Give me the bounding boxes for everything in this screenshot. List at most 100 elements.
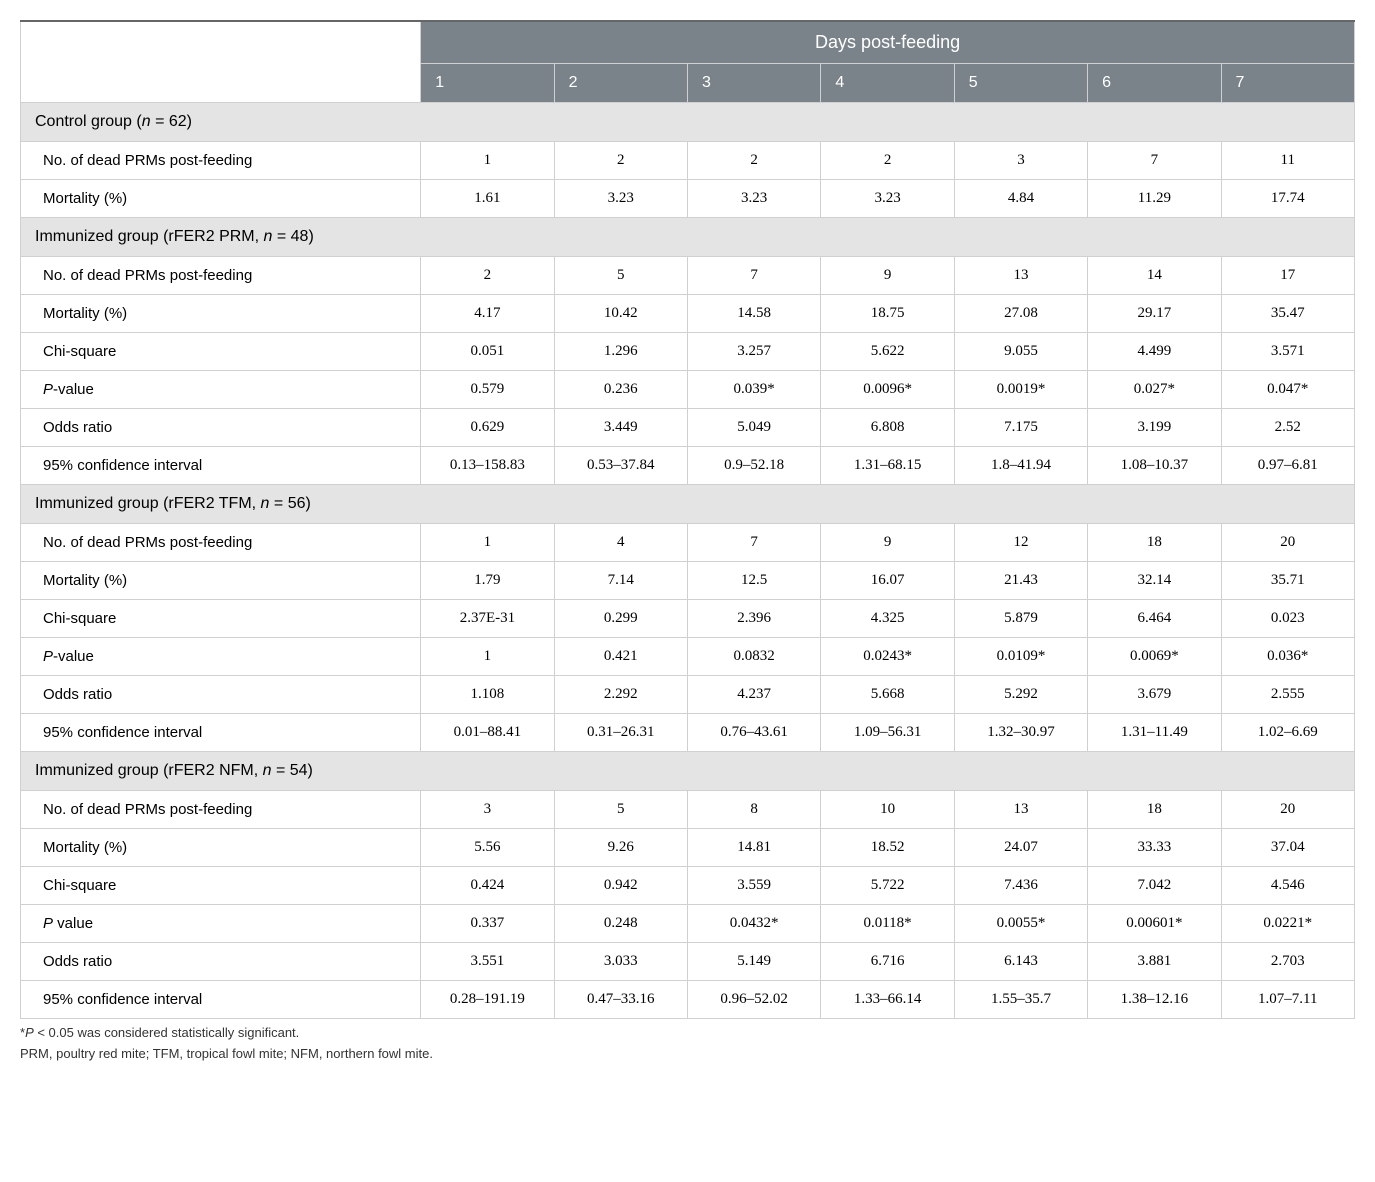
footnote-line: *P < 0.05 was considered statistically s… [20,1023,1355,1044]
data-cell: 14.58 [687,295,820,333]
data-cell: 14.81 [687,829,820,867]
row-label: Mortality (%) [21,295,421,333]
data-cell: 0.97–6.81 [1221,447,1354,485]
data-cell: 12.5 [687,562,820,600]
data-cell: 3.23 [821,180,954,218]
table-row: No. of dead PRMs post-feeding12223711 [21,142,1355,180]
data-cell: 11.29 [1088,180,1221,218]
data-cell: 1.55–35.7 [954,981,1087,1019]
data-cell: 0.0432* [687,905,820,943]
data-cell: 5.879 [954,600,1087,638]
data-cell: 20 [1221,524,1354,562]
data-cell: 2.292 [554,676,687,714]
row-label: P-value [21,371,421,409]
data-cell: 1.108 [421,676,554,714]
footnotes: *P < 0.05 was considered statistically s… [20,1023,1355,1065]
data-cell: 0.01–88.41 [421,714,554,752]
row-label: 95% confidence interval [21,447,421,485]
data-cell: 1.38–12.16 [1088,981,1221,1019]
data-cell: 2 [687,142,820,180]
row-label: Mortality (%) [21,562,421,600]
table-row: Chi-square2.37E-310.2992.3964.3255.8796.… [21,600,1355,638]
group-header-row: Immunized group (rFER2 TFM, n = 56) [21,485,1355,524]
data-cell: 1.31–11.49 [1088,714,1221,752]
data-cell: 0.0069* [1088,638,1221,676]
row-label: No. of dead PRMs post-feeding [21,257,421,295]
table-row: P-value0.5790.2360.039*0.0096*0.0019*0.0… [21,371,1355,409]
data-cell: 13 [954,791,1087,829]
data-cell: 17 [1221,257,1354,295]
data-cell: 0.248 [554,905,687,943]
data-cell: 7 [687,257,820,295]
data-cell: 0.13–158.83 [421,447,554,485]
table-row: Odds ratio1.1082.2924.2375.6685.2923.679… [21,676,1355,714]
table-body: Control group (n = 62)No. of dead PRMs p… [21,103,1355,1019]
data-cell: 0.31–26.31 [554,714,687,752]
data-cell: 0.9–52.18 [687,447,820,485]
data-cell: 2 [554,142,687,180]
day-header: 5 [954,64,1087,103]
data-cell: 2.37E-31 [421,600,554,638]
data-cell: 35.71 [1221,562,1354,600]
data-cell: 0.579 [421,371,554,409]
data-cell: 3.679 [1088,676,1221,714]
data-cell: 3.23 [554,180,687,218]
data-cell: 9.055 [954,333,1087,371]
table-row: P value0.3370.2480.0432*0.0118*0.0055*0.… [21,905,1355,943]
data-cell: 14 [1088,257,1221,295]
data-cell: 1.8–41.94 [954,447,1087,485]
data-cell: 35.47 [1221,295,1354,333]
row-label: Chi-square [21,600,421,638]
group-title: Immunized group (rFER2 NFM, n = 54) [21,752,1355,791]
table-row: Mortality (%)1.613.233.233.234.8411.2917… [21,180,1355,218]
data-cell: 33.33 [1088,829,1221,867]
data-cell: 3 [421,791,554,829]
data-cell: 6.808 [821,409,954,447]
day-header: 4 [821,64,954,103]
day-header: 2 [554,64,687,103]
data-cell: 11 [1221,142,1354,180]
data-cell: 5.56 [421,829,554,867]
data-cell: 2 [821,142,954,180]
data-cell: 1.02–6.69 [1221,714,1354,752]
data-cell: 1.08–10.37 [1088,447,1221,485]
table-row: No. of dead PRMs post-feeding35810131820 [21,791,1355,829]
table-head: Days post-feeding 1234567 [21,21,1355,103]
row-label: Chi-square [21,867,421,905]
row-label: P-value [21,638,421,676]
data-cell: 0.629 [421,409,554,447]
data-cell: 7 [1088,142,1221,180]
data-cell: 7.14 [554,562,687,600]
table-row: P-value10.4210.08320.0243*0.0109*0.0069*… [21,638,1355,676]
day-header: 6 [1088,64,1221,103]
row-label: 95% confidence interval [21,714,421,752]
data-cell: 1.31–68.15 [821,447,954,485]
data-cell: 2.703 [1221,943,1354,981]
data-cell: 1.09–56.31 [821,714,954,752]
data-cell: 5.149 [687,943,820,981]
data-cell: 7.042 [1088,867,1221,905]
data-cell: 2 [421,257,554,295]
data-cell: 9.26 [554,829,687,867]
data-cell: 24.07 [954,829,1087,867]
data-cell: 18 [1088,524,1221,562]
data-cell: 0.0019* [954,371,1087,409]
data-cell: 0.337 [421,905,554,943]
data-cell: 3.881 [1088,943,1221,981]
data-cell: 0.036* [1221,638,1354,676]
data-cell: 0.0096* [821,371,954,409]
data-cell: 18 [1088,791,1221,829]
data-cell: 0.299 [554,600,687,638]
data-cell: 3.551 [421,943,554,981]
table-row: Mortality (%)1.797.1412.516.0721.4332.14… [21,562,1355,600]
row-label: Mortality (%) [21,829,421,867]
data-cell: 1.79 [421,562,554,600]
data-cell: 9 [821,524,954,562]
data-cell: 0.424 [421,867,554,905]
row-label: P value [21,905,421,943]
data-cell: 1 [421,638,554,676]
blank-header [21,21,421,103]
data-cell: 5 [554,257,687,295]
data-cell: 0.236 [554,371,687,409]
data-cell: 27.08 [954,295,1087,333]
